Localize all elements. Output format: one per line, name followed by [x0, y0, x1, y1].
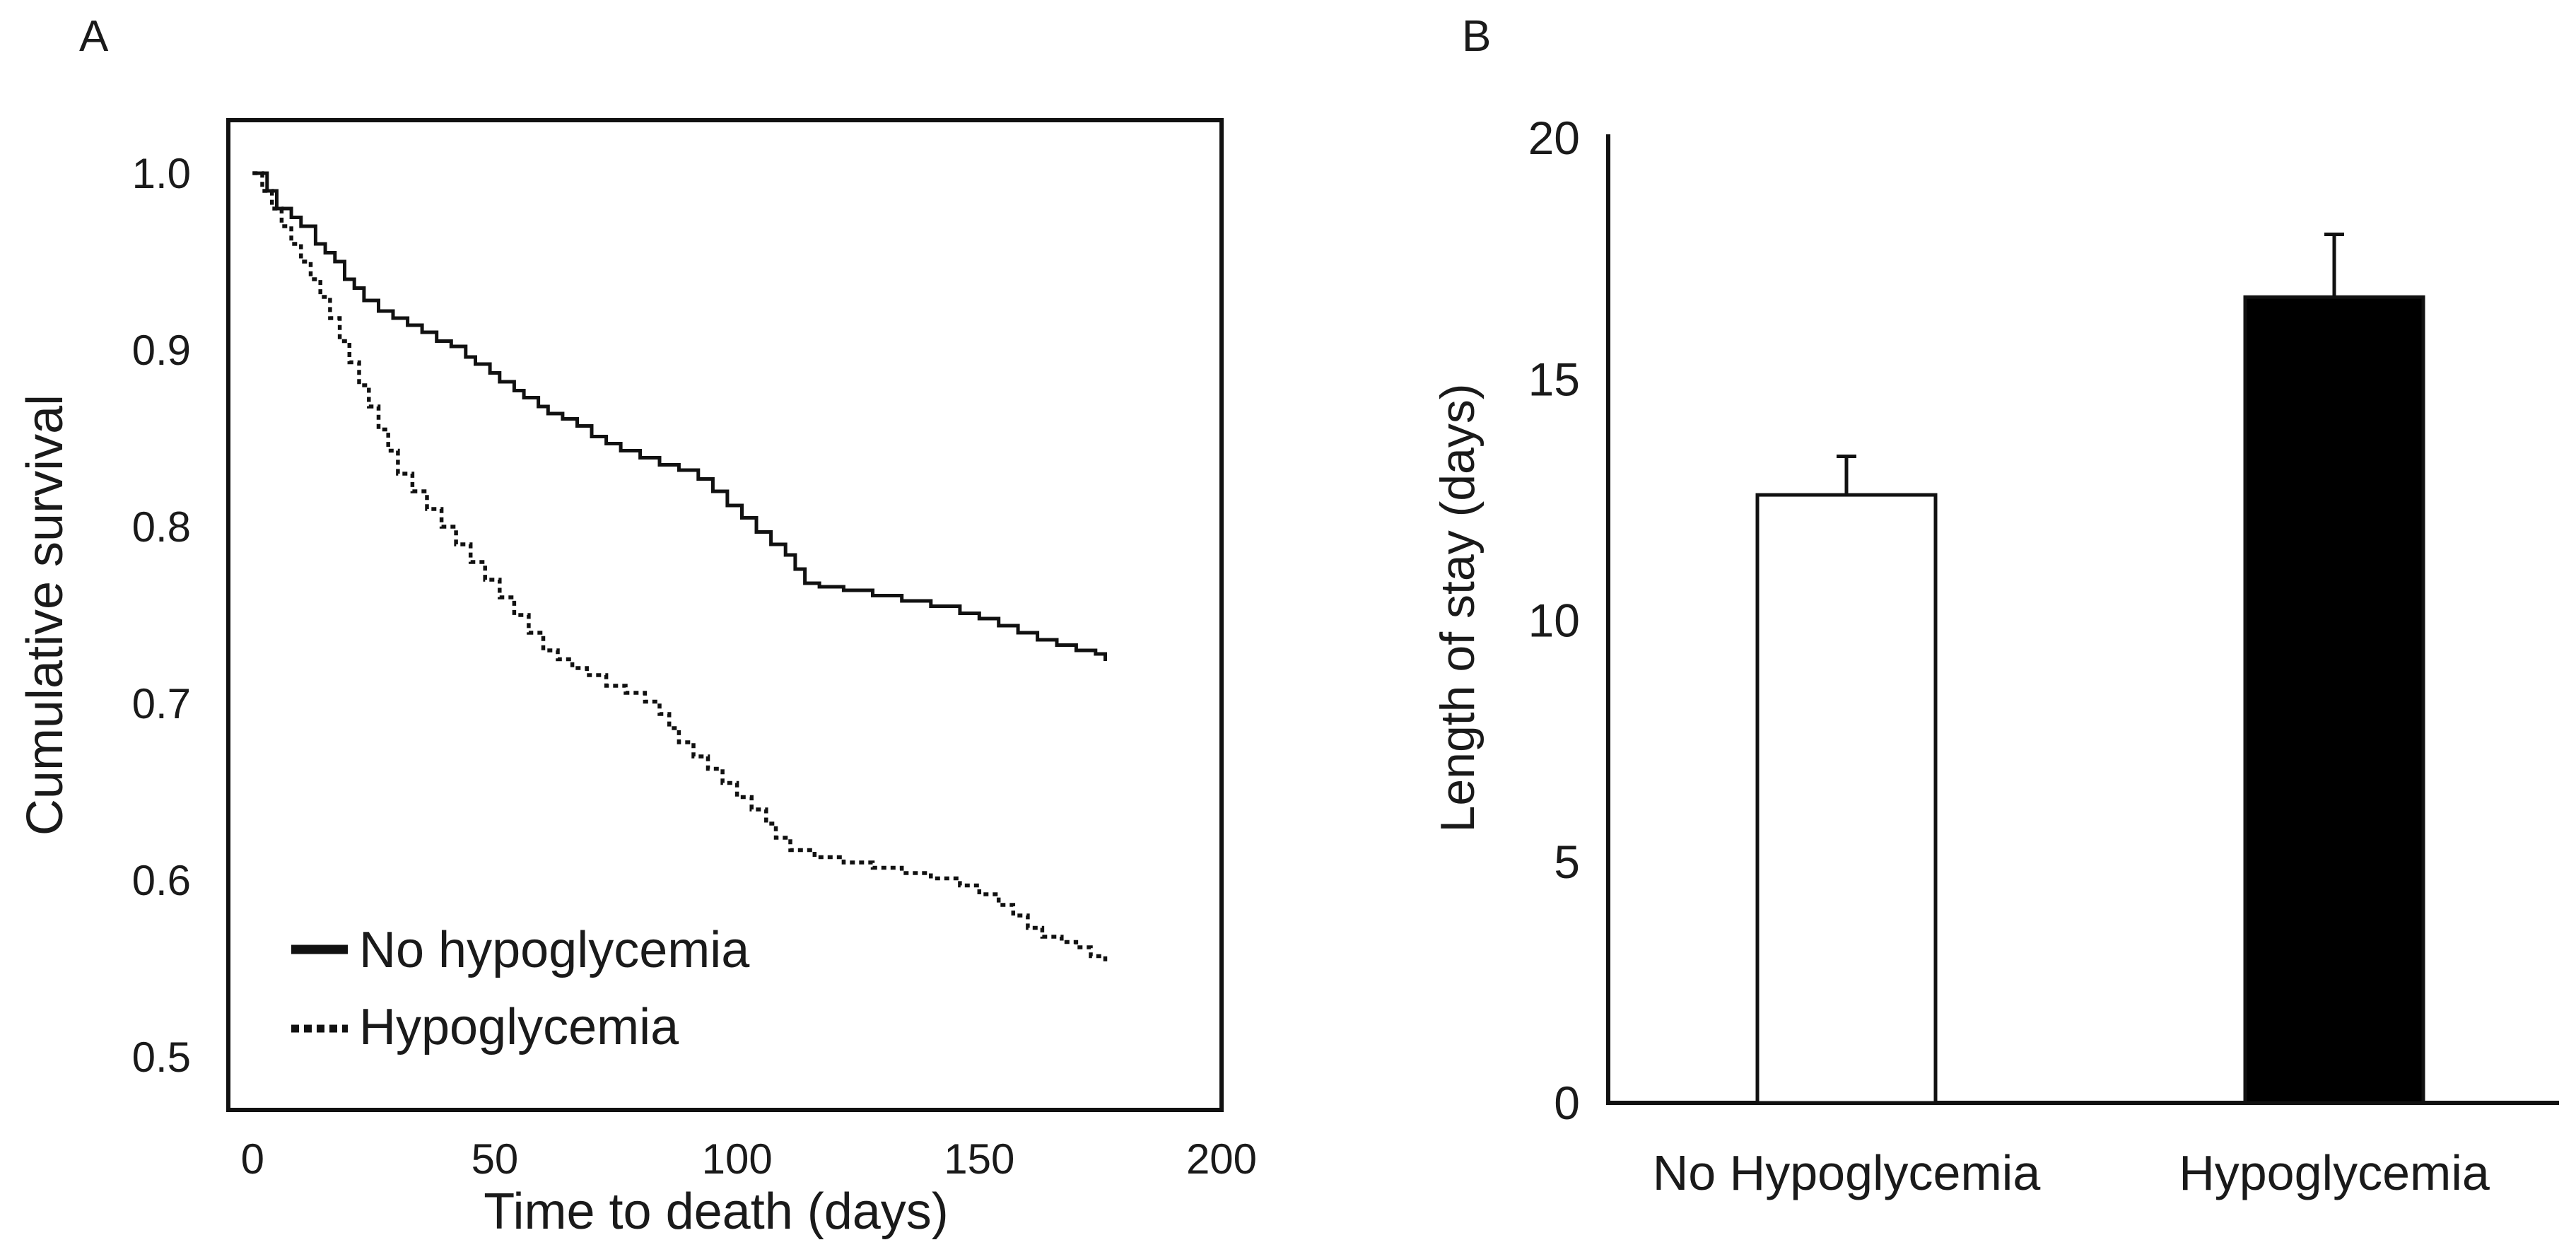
- category-label: No Hypoglycemia: [1653, 1145, 2041, 1200]
- survival-curve-hypoglycemia: [252, 171, 1108, 965]
- bar-hypoglycemia: [2243, 295, 2425, 1105]
- y-tick-label: 20: [1528, 112, 1580, 164]
- y-tick-label: 0.7: [132, 680, 191, 727]
- panel-a-legend: No hypoglycemia Hypoglycemia: [291, 922, 750, 1055]
- panel-b-letter: B: [1462, 12, 1491, 61]
- y-tick-label: 0.6: [132, 857, 191, 904]
- y-tick-label: 5: [1554, 836, 1580, 888]
- y-tick-label: 15: [1528, 353, 1580, 405]
- category-label: Hypoglycemia: [2179, 1145, 2490, 1200]
- legend-label-no-hypoglycemia: No hypoglycemia: [359, 922, 750, 978]
- panel-a-y-axis-label: Cumulative survival: [17, 394, 74, 836]
- x-tick-label: 100: [702, 1135, 773, 1183]
- panel-b-bars: [1755, 233, 2425, 1105]
- legend-label-hypoglycemia: Hypoglycemia: [359, 999, 679, 1055]
- y-tick-label: 1.0: [132, 150, 191, 197]
- y-tick-label: 0.5: [132, 1034, 191, 1081]
- panel-b-category-labels: No Hypoglycemia Hypoglycemia: [1653, 1145, 2490, 1200]
- survival-curve-no-hypoglycemia: [252, 171, 1107, 661]
- panel-a-y-tick-labels: 0.5 0.6 0.7 0.8 0.9 1.0: [132, 150, 191, 1081]
- y-tick-label: 10: [1528, 595, 1580, 647]
- y-tick-label: 0.9: [132, 327, 191, 374]
- panel-a-x-axis-label: Time to death (days): [484, 1183, 949, 1240]
- x-tick-label: 150: [944, 1135, 1014, 1183]
- x-tick-label: 50: [472, 1135, 519, 1183]
- y-tick-label: 0: [1554, 1077, 1580, 1129]
- bar-no-hypoglycemia: [1755, 493, 1938, 1105]
- panel-b-y-axis-label: Length of stay (days): [1431, 383, 1485, 832]
- x-tick-label: 200: [1186, 1135, 1257, 1183]
- panel-a-series-lines: [252, 171, 1108, 966]
- panel-a-plot-frame: [226, 118, 1224, 1112]
- panel-a-survival-chart: A 0.5 0.6 0.7 0.8 0.9 1.0 0 50 100 150 200 Cumula…: [17, 12, 1257, 1240]
- x-tick-label: 0: [241, 1135, 264, 1183]
- panel-a-x-tick-labels: 0 50 100 150 200: [241, 1135, 1257, 1183]
- panel-a-letter: A: [79, 12, 109, 61]
- y-tick-label: 0.8: [132, 503, 191, 551]
- panel-b-y-tick-labels: 0 5 10 15 20: [1528, 112, 1580, 1129]
- panel-b-bar-chart: B 0 5 10 15 20 No Hypoglycemia Hypoglycemia L…: [1431, 12, 2559, 1200]
